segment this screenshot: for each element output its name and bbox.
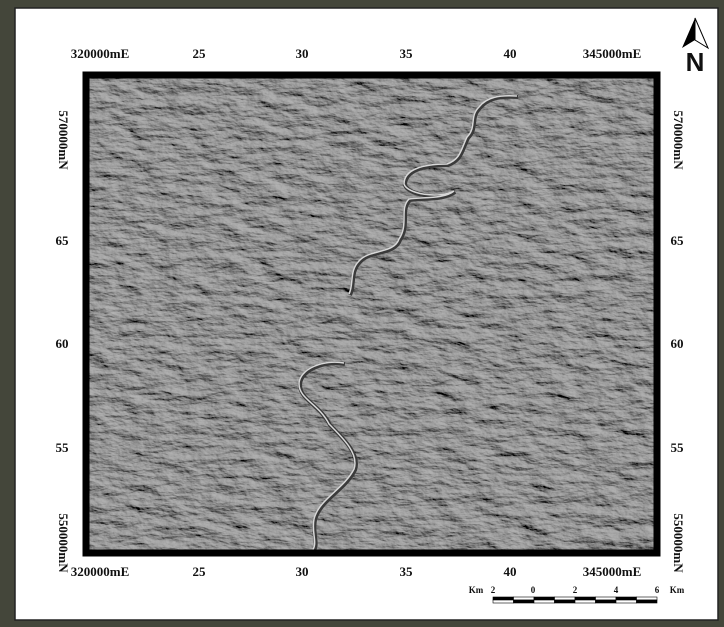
scale-segment bbox=[493, 600, 514, 603]
scale-label: 2 bbox=[491, 585, 496, 595]
northing-label: 570000mN bbox=[671, 110, 686, 170]
scale-label: 4 bbox=[614, 585, 619, 595]
scale-label: 0 bbox=[531, 585, 536, 595]
northing-label: 55 bbox=[671, 440, 685, 455]
scale-segment bbox=[514, 600, 535, 603]
scale-unit: Km bbox=[469, 585, 484, 595]
scale-unit: Km bbox=[670, 585, 685, 595]
scale-label: 6 bbox=[655, 585, 660, 595]
scale-segment bbox=[514, 597, 535, 600]
scale-segment bbox=[534, 597, 555, 600]
easting-label: 40 bbox=[504, 46, 517, 61]
scale-segment bbox=[616, 600, 637, 603]
scale-segment bbox=[616, 597, 637, 600]
northing-label: 570000mN bbox=[56, 110, 71, 170]
scale-segment bbox=[555, 597, 576, 600]
scale-segment bbox=[596, 600, 617, 603]
hillshade bbox=[86, 75, 657, 553]
easting-label: 25 bbox=[193, 46, 207, 61]
scale-label: 2 bbox=[573, 585, 578, 595]
north-label: N bbox=[686, 47, 705, 77]
scale-segment bbox=[637, 597, 658, 600]
scale-segment bbox=[534, 600, 555, 603]
easting-label: 25 bbox=[193, 564, 207, 579]
easting-label: 30 bbox=[296, 564, 309, 579]
scale-segment bbox=[637, 600, 658, 603]
easting-label: 30 bbox=[296, 46, 309, 61]
easting-label: 35 bbox=[400, 46, 414, 61]
easting-label: 345000mE bbox=[583, 46, 642, 61]
map-figure: N Km Km 2 0 2 4 6 320000mE 25 30 35 40 345000mE 3200… bbox=[0, 0, 724, 627]
scale-segment bbox=[493, 597, 514, 600]
northing-label: 60 bbox=[56, 336, 69, 351]
northing-label: 65 bbox=[56, 233, 70, 248]
easting-label: 40 bbox=[504, 564, 517, 579]
scale-segment bbox=[555, 600, 576, 603]
scale-segment bbox=[575, 600, 596, 603]
northing-label: 65 bbox=[671, 233, 685, 248]
easting-label: 320000mE bbox=[71, 564, 130, 579]
easting-label: 35 bbox=[400, 564, 414, 579]
scale-segment bbox=[575, 597, 596, 600]
northing-label: 550000mN bbox=[56, 513, 71, 573]
easting-label: 345000mE bbox=[583, 564, 642, 579]
northing-label: 550000mN bbox=[671, 513, 686, 573]
easting-label: 320000mE bbox=[71, 46, 130, 61]
northing-label: 60 bbox=[671, 336, 684, 351]
northing-label: 55 bbox=[56, 440, 70, 455]
scale-segment bbox=[596, 597, 617, 600]
